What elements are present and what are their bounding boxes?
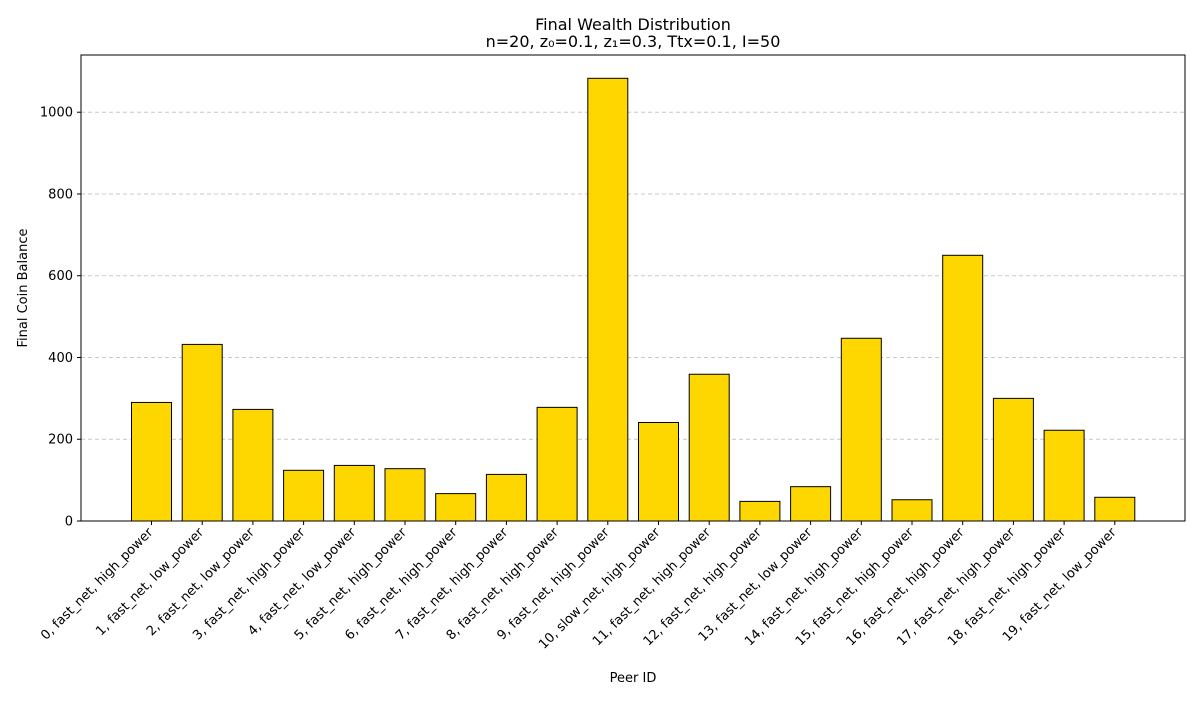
bar <box>688 373 730 522</box>
bar <box>232 408 274 522</box>
y-axis: 0 200 400 600 800 1000 <box>40 106 81 530</box>
bar <box>333 464 375 522</box>
y-tick-label: 600 <box>48 269 73 284</box>
bar <box>891 499 933 522</box>
bar <box>485 473 527 522</box>
y-tick-label: 400 <box>48 351 73 366</box>
bar <box>435 493 477 522</box>
bar <box>1043 429 1085 522</box>
bar <box>942 254 984 522</box>
chart-title: Final Wealth Distribution <box>535 15 731 34</box>
plot-frame <box>80 54 1186 522</box>
bar <box>739 500 781 522</box>
bar <box>181 343 223 522</box>
bar <box>840 337 882 522</box>
x-axis-label: Peer ID <box>610 671 657 686</box>
bar <box>283 469 325 522</box>
bar <box>384 468 426 522</box>
chart-subtitle: n=20, z₀=0.1, z₁=0.3, Ttx=0.1, I=50 <box>486 32 781 51</box>
y-tick-label: 1000 <box>40 106 73 121</box>
bar <box>790 486 832 522</box>
y-tick-label: 200 <box>48 433 73 448</box>
bar <box>131 401 172 522</box>
bar <box>1094 496 1136 522</box>
y-tick-label: 800 <box>48 187 73 202</box>
bar <box>992 397 1034 522</box>
y-axis-label: Final Coin Balance <box>16 229 31 348</box>
bar <box>587 77 629 522</box>
y-tick-label: 0 <box>65 515 73 530</box>
bar <box>638 421 679 522</box>
bar <box>536 406 578 522</box>
bar-layer <box>131 77 1136 522</box>
